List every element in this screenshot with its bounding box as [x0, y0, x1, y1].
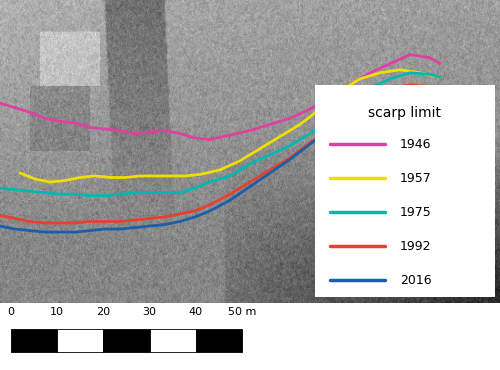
Text: 2016: 2016 — [400, 274, 432, 287]
Text: 1957: 1957 — [400, 172, 432, 185]
Text: scarp limit: scarp limit — [368, 106, 442, 120]
Text: 0: 0 — [8, 307, 14, 317]
Text: 20: 20 — [96, 307, 110, 317]
Text: 50 m: 50 m — [228, 307, 256, 317]
Bar — [104, 329, 150, 352]
Bar — [57, 329, 104, 352]
Text: 1992: 1992 — [400, 240, 432, 253]
Text: 1946: 1946 — [400, 138, 432, 151]
Text: 30: 30 — [142, 307, 156, 317]
Bar — [11, 329, 57, 352]
Bar — [315, 85, 495, 297]
Text: 1975: 1975 — [400, 206, 432, 219]
Text: 10: 10 — [50, 307, 64, 317]
Bar — [196, 329, 242, 352]
Bar — [150, 329, 196, 352]
Text: 40: 40 — [188, 307, 203, 317]
